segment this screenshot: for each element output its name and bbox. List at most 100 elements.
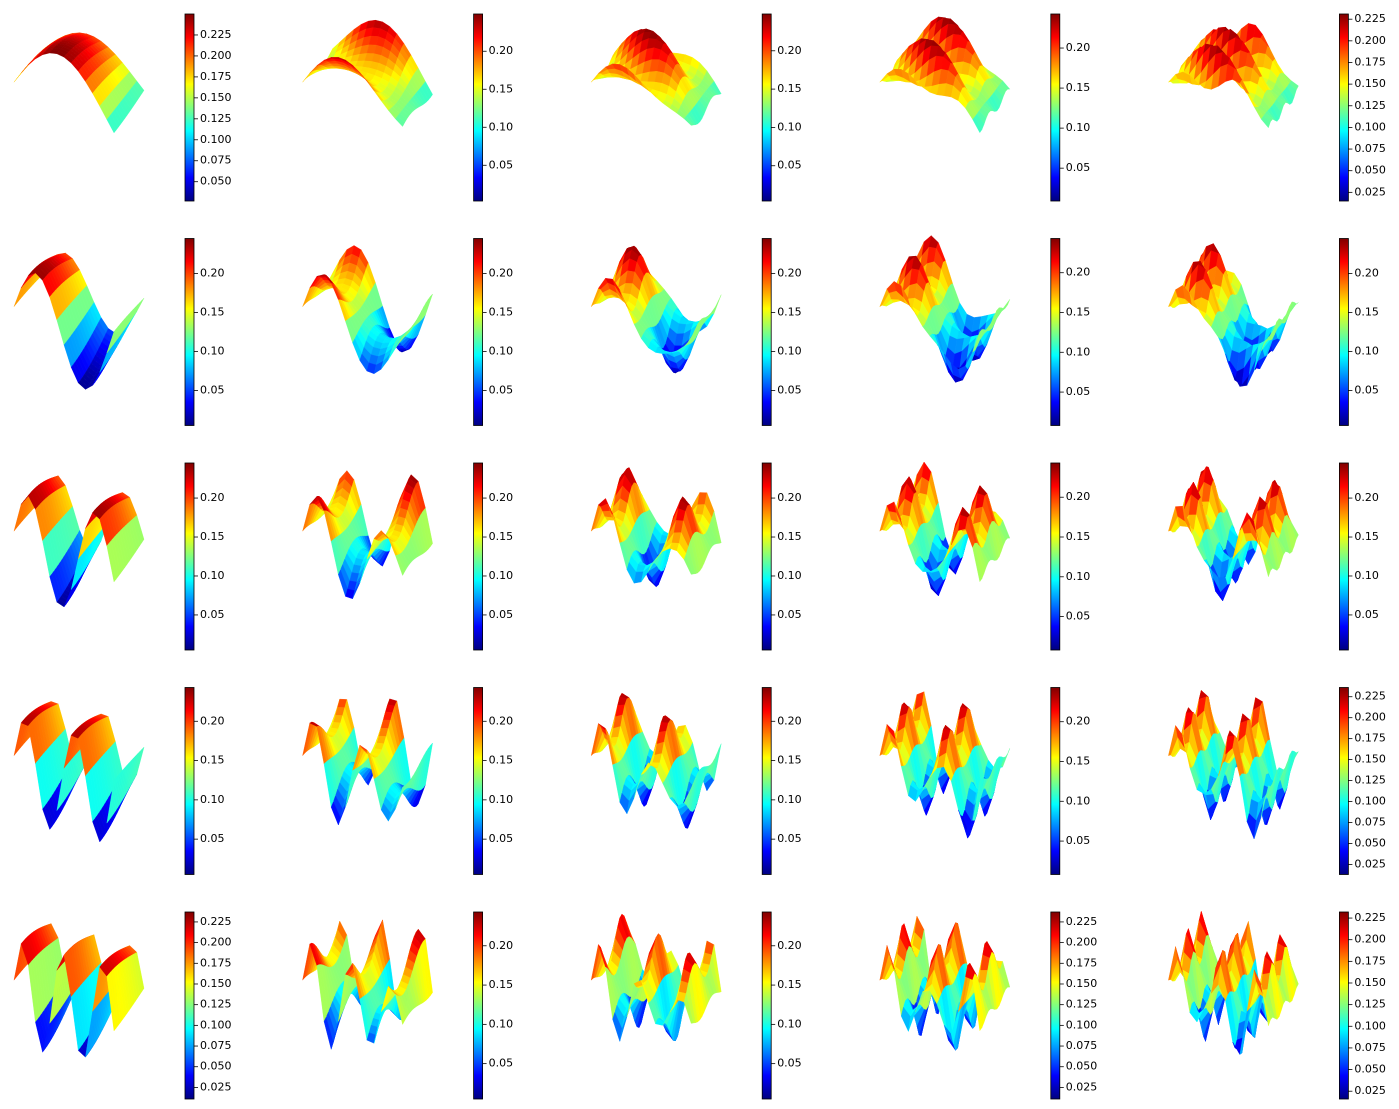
colorbar-tick-label: 0.05 — [777, 832, 802, 845]
colorbar-tick-label: 0.20 — [777, 491, 802, 504]
colorbar-tick-label: 0.15 — [1066, 306, 1091, 319]
surface — [13, 475, 145, 608]
colorbar-tick-label: 0.20 — [1066, 715, 1091, 728]
colorbar — [184, 462, 195, 651]
surface-face — [1261, 550, 1271, 578]
surface-face — [395, 554, 405, 576]
colorbar-tick-label: 0.05 — [489, 383, 513, 396]
colorbar-tick-label: 0.050 — [1354, 836, 1386, 849]
colorbar — [473, 13, 484, 202]
colorbar-tick-label: 0.20 — [1066, 266, 1091, 279]
surface — [13, 252, 145, 390]
colorbar-tick-label: 0.20 — [777, 44, 802, 57]
colorbar-tick-label: 0.125 — [200, 112, 232, 125]
colorbar — [1339, 687, 1349, 875]
colorbar-tick-label: 0.05 — [777, 1057, 802, 1070]
colorbar — [1050, 911, 1061, 1100]
colorbar-tick-label: 0.10 — [1066, 794, 1091, 807]
colorbar-tick-label: 0.175 — [200, 70, 232, 83]
colorbar-tick-label: 0.150 — [1066, 977, 1098, 990]
colorbar-tick-label: 0.025 — [1066, 1080, 1098, 1093]
colorbar — [184, 238, 195, 426]
surface — [1168, 689, 1299, 840]
colorbar-tick-label: 0.10 — [200, 569, 225, 582]
surface — [590, 467, 722, 588]
surface — [590, 692, 722, 829]
colorbar — [1050, 238, 1061, 426]
surface — [879, 691, 1010, 839]
surface — [302, 19, 433, 127]
colorbar-tick-label: 0.125 — [1066, 998, 1098, 1011]
colorbar-tick-label: 0.20 — [200, 714, 225, 727]
colorbar-tick-label: 0.225 — [200, 28, 232, 41]
colorbar-tick-label: 0.20 — [777, 267, 802, 280]
colorbar-tick-label: 0.15 — [1066, 81, 1091, 94]
colorbar — [1339, 462, 1349, 651]
surface — [590, 913, 722, 1042]
colorbar-tick-label: 0.025 — [1354, 857, 1386, 870]
colorbar-tick-label: 0.10 — [777, 793, 802, 806]
colorbar-tick-label: 0.200 — [1066, 936, 1098, 949]
colorbar-tick-label: 0.15 — [1354, 530, 1379, 543]
colorbar-tick-label: 0.100 — [1354, 795, 1386, 808]
colorbar-tick-label: 0.15 — [200, 530, 225, 543]
colorbar-tick-label: 0.20 — [1354, 491, 1379, 504]
colorbar-tick-label: 0.15 — [777, 306, 802, 319]
colorbar-tick-label: 0.15 — [489, 530, 513, 543]
colorbar-tick-label: 0.15 — [200, 754, 225, 767]
colorbar-tick-label: 0.20 — [489, 491, 513, 504]
colorbar-tick-label: 0.150 — [1354, 77, 1386, 90]
colorbar-tick-label: 0.175 — [1066, 956, 1098, 969]
colorbar-tick-label: 0.075 — [200, 1039, 232, 1052]
surface — [1168, 465, 1299, 602]
colorbar — [761, 238, 772, 426]
colorbar-tick-label: 0.10 — [777, 569, 802, 582]
colorbar — [473, 687, 484, 875]
surface-face — [106, 116, 117, 134]
colorbar-tick-label: 0.050 — [200, 175, 232, 188]
colorbar-tick-label: 0.05 — [1354, 608, 1379, 621]
colorbar-tick-label: 0.20 — [1066, 41, 1091, 54]
colorbar-tick-label: 0.150 — [200, 91, 232, 104]
colorbar-tick-label: 0.20 — [1066, 490, 1091, 503]
colorbar-tick-label: 0.05 — [489, 832, 513, 845]
colorbar-tick-label: 0.150 — [1354, 753, 1386, 766]
colorbar-tick-label: 0.150 — [200, 977, 232, 990]
colorbar-tick-label: 0.050 — [1066, 1060, 1098, 1073]
colorbar-tick-label: 0.225 — [1354, 12, 1386, 25]
colorbar-tick-label: 0.05 — [489, 1057, 513, 1070]
colorbar-tick-label: 0.050 — [200, 1060, 232, 1073]
colorbar-tick-label: 0.05 — [1066, 161, 1091, 174]
colorbar-tick-label: 0.100 — [200, 1018, 232, 1031]
surface-face — [106, 328, 117, 354]
colorbar-tick-label: 0.200 — [1354, 711, 1386, 724]
colorbar-tick-label: 0.05 — [200, 383, 225, 396]
surface — [879, 915, 1011, 1051]
colorbar-tick-label: 0.225 — [200, 915, 232, 928]
colorbar-tick-label: 0.05 — [1066, 610, 1091, 623]
colorbar-tick-label: 0.100 — [1066, 1018, 1098, 1031]
colorbar-tick-label: 0.05 — [200, 832, 225, 845]
colorbar — [761, 462, 772, 651]
colorbar-tick-label: 0.10 — [1354, 344, 1379, 357]
surface — [13, 701, 145, 843]
surface — [591, 28, 722, 126]
colorbar-tick-label: 0.15 — [489, 82, 513, 95]
colorbar — [473, 911, 484, 1100]
colorbar-tick-label: 0.075 — [1354, 142, 1386, 155]
colorbar-tick-label: 0.20 — [1354, 267, 1379, 280]
colorbar — [473, 238, 484, 426]
colorbar-tick-label: 0.05 — [1354, 383, 1379, 396]
colorbar-tick-label: 0.025 — [1354, 185, 1386, 198]
colorbar-tick-label: 0.15 — [489, 978, 513, 991]
surface-face — [395, 115, 405, 127]
colorbar-tick-label: 0.075 — [200, 154, 232, 167]
surface-face — [1261, 336, 1271, 351]
surface-face — [972, 116, 983, 134]
colorbar-tick-label: 0.175 — [1354, 732, 1386, 745]
colorbar-tick-label: 0.15 — [489, 754, 513, 767]
surface-face — [972, 329, 983, 353]
surface — [1168, 910, 1299, 1056]
colorbar-tick-label: 0.225 — [1354, 690, 1386, 703]
